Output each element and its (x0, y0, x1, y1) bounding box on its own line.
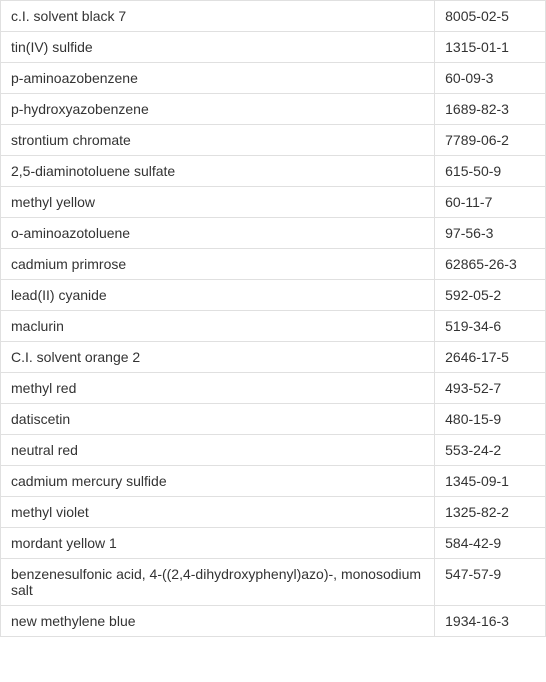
chemical-name-cell: tin(IV) sulfide (1, 32, 435, 63)
chemical-name-cell: neutral red (1, 435, 435, 466)
table-row: o-aminoazotoluene97-56-3 (1, 218, 546, 249)
cas-number-cell: 547-57-9 (435, 559, 546, 606)
table-body: c.I. solvent black 78005-02-5tin(IV) sul… (1, 1, 546, 637)
cas-number-cell: 1315-01-1 (435, 32, 546, 63)
chemical-name-cell: p-hydroxyazobenzene (1, 94, 435, 125)
cas-number-cell: 8005-02-5 (435, 1, 546, 32)
chemical-name-cell: 2,5-diaminotoluene sulfate (1, 156, 435, 187)
table-row: 2,5-diaminotoluene sulfate615-50-9 (1, 156, 546, 187)
table-row: c.I. solvent black 78005-02-5 (1, 1, 546, 32)
chemical-name-cell: c.I. solvent black 7 (1, 1, 435, 32)
chemical-name-cell: cadmium mercury sulfide (1, 466, 435, 497)
chemical-name-cell: p-aminoazobenzene (1, 63, 435, 94)
cas-number-cell: 1325-82-2 (435, 497, 546, 528)
table-row: benzenesulfonic acid, 4-((2,4-dihydroxyp… (1, 559, 546, 606)
cas-number-cell: 480-15-9 (435, 404, 546, 435)
chemical-name-cell: o-aminoazotoluene (1, 218, 435, 249)
chemical-name-cell: mordant yellow 1 (1, 528, 435, 559)
cas-number-cell: 553-24-2 (435, 435, 546, 466)
table-row: p-aminoazobenzene60-09-3 (1, 63, 546, 94)
chemical-name-cell: methyl red (1, 373, 435, 404)
table-row: neutral red553-24-2 (1, 435, 546, 466)
chemical-name-cell: benzenesulfonic acid, 4-((2,4-dihydroxyp… (1, 559, 435, 606)
cas-number-cell: 615-50-9 (435, 156, 546, 187)
table-row: new methylene blue1934-16-3 (1, 606, 546, 637)
chemical-data-table: c.I. solvent black 78005-02-5tin(IV) sul… (0, 0, 546, 637)
chemical-name-cell: new methylene blue (1, 606, 435, 637)
cas-number-cell: 60-09-3 (435, 63, 546, 94)
chemical-name-cell: C.I. solvent orange 2 (1, 342, 435, 373)
table-row: cadmium primrose62865-26-3 (1, 249, 546, 280)
table-row: lead(II) cyanide592-05-2 (1, 280, 546, 311)
table-row: mordant yellow 1584-42-9 (1, 528, 546, 559)
cas-number-cell: 60-11-7 (435, 187, 546, 218)
cas-number-cell: 7789-06-2 (435, 125, 546, 156)
cas-number-cell: 584-42-9 (435, 528, 546, 559)
table-row: methyl red493-52-7 (1, 373, 546, 404)
cas-number-cell: 97-56-3 (435, 218, 546, 249)
cas-number-cell: 1345-09-1 (435, 466, 546, 497)
cas-number-cell: 592-05-2 (435, 280, 546, 311)
chemical-name-cell: methyl violet (1, 497, 435, 528)
table-row: strontium chromate7789-06-2 (1, 125, 546, 156)
table-row: p-hydroxyazobenzene1689-82-3 (1, 94, 546, 125)
table-row: methyl yellow60-11-7 (1, 187, 546, 218)
chemical-name-cell: datiscetin (1, 404, 435, 435)
table-row: maclurin519-34-6 (1, 311, 546, 342)
cas-number-cell: 493-52-7 (435, 373, 546, 404)
cas-number-cell: 1934-16-3 (435, 606, 546, 637)
table-row: datiscetin480-15-9 (1, 404, 546, 435)
chemical-name-cell: strontium chromate (1, 125, 435, 156)
chemical-name-cell: lead(II) cyanide (1, 280, 435, 311)
table-row: methyl violet1325-82-2 (1, 497, 546, 528)
cas-number-cell: 2646-17-5 (435, 342, 546, 373)
chemical-name-cell: methyl yellow (1, 187, 435, 218)
chemical-name-cell: cadmium primrose (1, 249, 435, 280)
table-row: C.I. solvent orange 22646-17-5 (1, 342, 546, 373)
chemical-name-cell: maclurin (1, 311, 435, 342)
table-row: cadmium mercury sulfide1345-09-1 (1, 466, 546, 497)
cas-number-cell: 62865-26-3 (435, 249, 546, 280)
table-row: tin(IV) sulfide1315-01-1 (1, 32, 546, 63)
cas-number-cell: 519-34-6 (435, 311, 546, 342)
cas-number-cell: 1689-82-3 (435, 94, 546, 125)
